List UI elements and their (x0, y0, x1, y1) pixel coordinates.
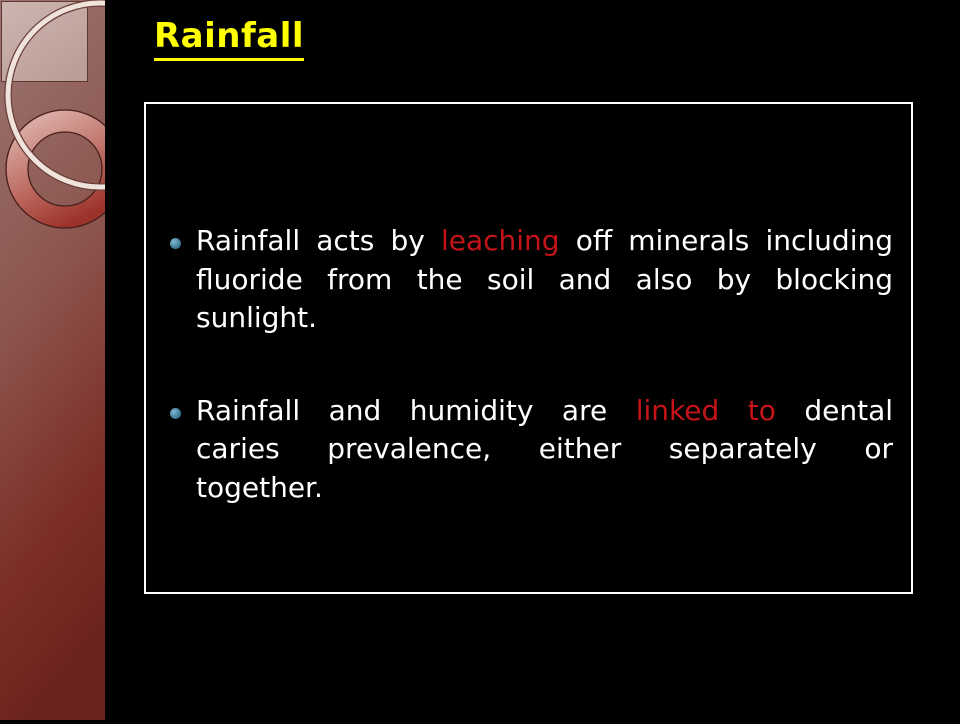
text-segment: dental (775, 393, 894, 427)
bullet-line: fluoride from the soil and also by block… (196, 261, 893, 300)
sidebar-background (0, 0, 105, 720)
sidebar-decoration-graphic (0, 0, 196, 720)
bullet-line: sunlight. (196, 299, 893, 338)
text-segment: fluoride from the soil and also by block… (196, 262, 893, 296)
bullet-line: caries prevalence, either separately or (196, 430, 893, 469)
text-segment: Rainfall and humidity are (196, 393, 636, 427)
bullet-line: Rainfall and humidity are linked to dent… (196, 392, 893, 431)
content-box: Rainfall acts by leaching off minerals i… (144, 102, 913, 594)
bullet-line: Rainfall acts by leaching off minerals i… (196, 222, 893, 261)
bullet-marker-column (170, 392, 196, 419)
sidebar-decoration-panel (0, 0, 196, 720)
bullet-dot-icon (170, 238, 181, 249)
bullet-text: Rainfall acts by leaching off minerals i… (196, 222, 893, 338)
page-title: Rainfall (154, 16, 305, 61)
bullet-line: together. (196, 469, 893, 508)
text-segment: sunlight. (196, 301, 318, 334)
text-segment: together. (196, 470, 323, 504)
bullet-text: Rainfall and humidity are linked to dent… (196, 392, 893, 508)
highlighted-text: linked to (635, 393, 776, 427)
bullet-item: Rainfall acts by leaching off minerals i… (170, 222, 893, 338)
bullet-marker-column (170, 222, 196, 249)
text-segment: caries prevalence, either separately or (196, 432, 893, 465)
bullet-item: Rainfall and humidity are linked to dent… (170, 392, 893, 508)
highlighted-text: leaching (440, 224, 560, 257)
text-segment: off minerals including (559, 224, 893, 257)
text-segment: Rainfall acts by (196, 224, 441, 257)
bullet-dot-icon (170, 407, 181, 419)
